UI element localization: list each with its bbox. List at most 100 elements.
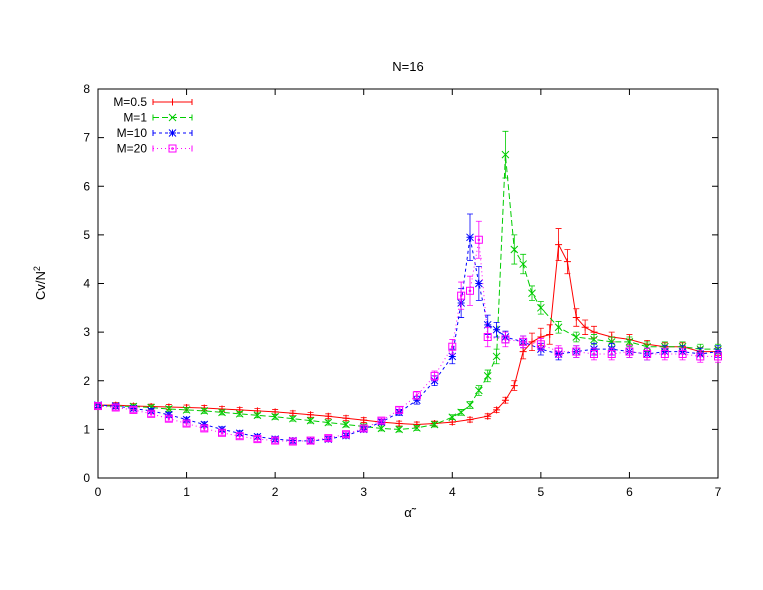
- data-point: [114, 406, 118, 409]
- data-point: [716, 355, 720, 358]
- data-point: [519, 348, 527, 356]
- data-point: [448, 342, 457, 351]
- data-point: [147, 409, 156, 418]
- data-point: [342, 414, 350, 422]
- data-point: [572, 314, 580, 322]
- data-point: [457, 291, 466, 300]
- legend-item: M=1: [123, 111, 193, 125]
- data-point: [433, 374, 436, 378]
- error-bar: [343, 431, 349, 438]
- data-point: [235, 432, 244, 441]
- data-point: [643, 350, 652, 359]
- data-point: [457, 408, 465, 417]
- data-point: [324, 412, 332, 420]
- legend-label: M=0.5: [113, 95, 147, 109]
- data-point: [628, 350, 631, 353]
- data-point: [501, 396, 509, 404]
- data-point: [521, 340, 525, 344]
- data-point: [164, 414, 173, 423]
- data-point: [645, 352, 649, 356]
- data-point: [625, 347, 634, 356]
- data-point: [94, 402, 102, 411]
- legend-swatch-cap: [152, 145, 193, 152]
- data-point: [607, 350, 616, 359]
- data-point: [492, 352, 501, 361]
- data-point: [483, 332, 492, 341]
- data-point: [519, 260, 527, 268]
- x-axis-label: α̃: [404, 505, 417, 520]
- error-bar: [396, 406, 403, 414]
- x-tick-label: 1: [183, 485, 190, 499]
- y-tick-label: 6: [83, 179, 90, 193]
- series-line: [98, 242, 718, 426]
- data-point: [344, 432, 348, 436]
- data-point: [200, 407, 209, 415]
- data-point: [643, 342, 651, 351]
- data-point: [289, 414, 297, 423]
- data-point: [111, 403, 120, 412]
- error-bar: [449, 339, 456, 355]
- data-point: [412, 391, 421, 400]
- error-bar: [608, 347, 615, 361]
- data-point: [574, 350, 578, 353]
- data-point: [235, 429, 244, 438]
- data-point: [395, 425, 403, 434]
- data-point: [96, 404, 100, 408]
- data-point: [253, 435, 262, 444]
- y-tick-label: 8: [83, 82, 90, 96]
- data-point: [663, 352, 667, 356]
- data-point: [557, 350, 560, 353]
- series-M=1: [94, 130, 722, 434]
- data-point: [132, 408, 135, 412]
- data-point: [555, 241, 563, 249]
- data-point: [466, 286, 474, 295]
- data-point: [660, 350, 669, 359]
- data-point: [182, 419, 191, 428]
- data-point: [147, 407, 155, 415]
- y-tick-label: 4: [83, 277, 90, 291]
- error-bar: [289, 438, 296, 445]
- data-point: [360, 416, 368, 424]
- error-bar: [307, 437, 314, 444]
- error-bar: [236, 433, 243, 440]
- data-point: [477, 238, 481, 242]
- data-point: [563, 258, 571, 266]
- legend-marker: [171, 147, 174, 150]
- legend-label: M=1: [123, 111, 147, 125]
- data-point: [519, 337, 528, 346]
- x-tick-label: 3: [360, 485, 367, 499]
- data-point: [450, 345, 454, 349]
- legend-label: M=10: [117, 126, 148, 140]
- data-point: [288, 437, 297, 446]
- error-bar: [502, 331, 509, 348]
- data-point: [377, 416, 386, 425]
- data-point: [167, 417, 171, 420]
- data-point: [200, 424, 209, 433]
- data-point: [539, 342, 543, 346]
- data-point: [468, 289, 472, 293]
- error-bar: [130, 407, 137, 413]
- error-bar: [484, 326, 491, 348]
- data-point: [510, 382, 518, 390]
- data-point: [484, 412, 492, 420]
- series-M=20: [94, 220, 722, 446]
- data-point: [483, 320, 492, 329]
- data-point: [625, 337, 634, 346]
- data-point: [149, 412, 153, 416]
- data-point: [291, 440, 295, 443]
- data-point: [271, 436, 280, 445]
- data-point: [395, 420, 403, 428]
- data-point: [696, 352, 705, 361]
- x-tick-label: 7: [715, 485, 722, 499]
- legend-marker: [168, 113, 177, 122]
- data-point: [235, 409, 244, 418]
- data-point: [430, 420, 439, 429]
- data-point: [218, 428, 226, 437]
- data-point: [607, 337, 616, 346]
- data-point: [610, 352, 614, 356]
- data-point: [590, 335, 598, 344]
- data-point: [581, 323, 589, 331]
- data-point: [486, 335, 490, 339]
- x-tick-label: 4: [449, 485, 456, 499]
